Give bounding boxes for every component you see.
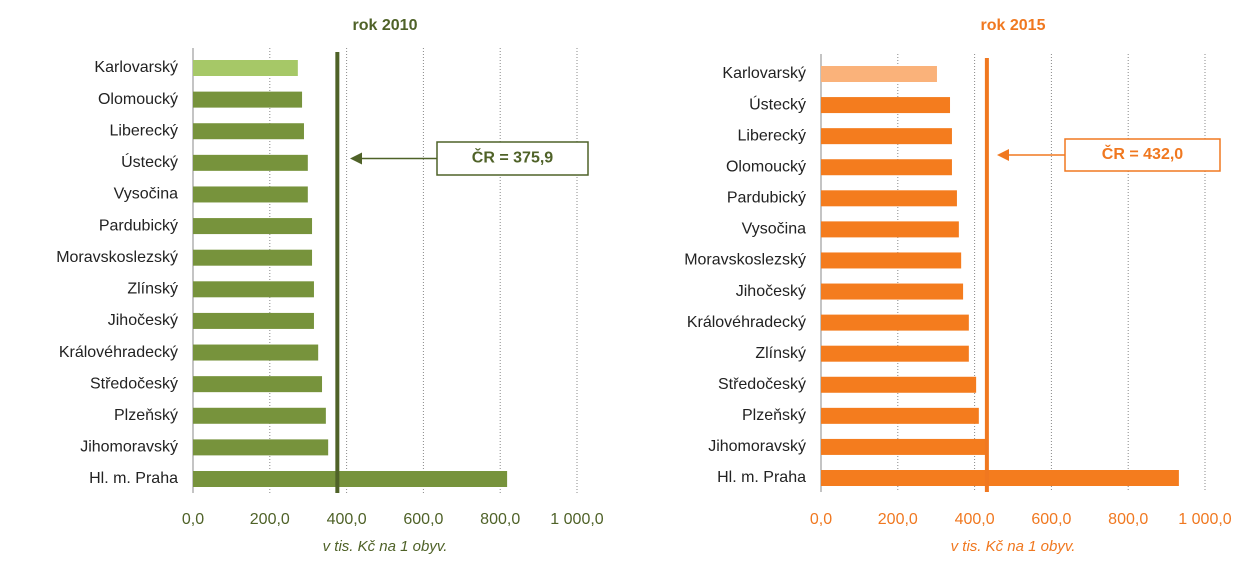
- category-label: Moravskoslezský: [56, 249, 178, 266]
- bar: [193, 249, 313, 266]
- bar: [821, 314, 969, 331]
- category-label: Liberecký: [110, 122, 178, 139]
- x-tick-label: 1 000,0: [1178, 511, 1231, 528]
- bar: [821, 376, 977, 393]
- bar: [193, 407, 326, 424]
- bar: [193, 471, 508, 487]
- bar: [193, 154, 308, 171]
- x-tick-label: 800,0: [480, 511, 520, 528]
- bar: [821, 128, 952, 145]
- x-axis-label: v tis. Kč na 1 obyv.: [951, 538, 1076, 555]
- bar: [821, 159, 952, 176]
- category-label: Vysočina: [742, 221, 806, 238]
- bar: [821, 470, 1179, 486]
- x-axis-label: v tis. Kč na 1 obyv.: [323, 538, 448, 555]
- x-tick-label: 0,0: [182, 511, 204, 528]
- chart-title: rok 2015: [981, 17, 1046, 34]
- category-label: Liberecký: [738, 127, 806, 144]
- bar: [821, 190, 957, 207]
- category-label: Olomoucký: [726, 158, 806, 175]
- x-tick-label: 0,0: [810, 511, 832, 528]
- category-label: Zlínský: [755, 345, 806, 362]
- arrow-head: [350, 152, 362, 165]
- bar: [821, 345, 969, 362]
- bar: [193, 439, 329, 456]
- category-label: Hl. m. Praha: [89, 470, 178, 487]
- bar: [193, 186, 308, 203]
- category-label: Olomoucký: [98, 91, 178, 108]
- category-label: Jihočeský: [108, 312, 178, 329]
- bar: [193, 344, 319, 361]
- annotation: ČR = 432,0: [1102, 144, 1183, 163]
- category-label: Karlovarský: [94, 59, 178, 76]
- bar: [821, 438, 989, 455]
- category-label: Pardubický: [99, 217, 178, 234]
- annotation-box: [1064, 138, 1221, 172]
- bar: [193, 376, 323, 393]
- category-label: Ústecký: [121, 152, 178, 171]
- category-label: Jihomoravský: [80, 439, 178, 456]
- category-label: Ústecký: [749, 94, 806, 113]
- category-label: Královéhradecký: [687, 314, 806, 331]
- bar: [193, 123, 304, 140]
- x-tick-label: 400,0: [955, 511, 995, 528]
- bar: [821, 252, 962, 269]
- annotation: ČR = 375,9: [472, 148, 553, 167]
- category-label: Karlovarský: [722, 65, 806, 82]
- arrow-head: [997, 149, 1009, 161]
- x-tick-label: 600,0: [1031, 511, 1071, 528]
- bar: [821, 97, 951, 114]
- category-label: Plzeňský: [742, 407, 806, 424]
- x-tick-label: 800,0: [1108, 511, 1148, 528]
- x-tick-label: 400,0: [327, 511, 367, 528]
- x-tick-label: 200,0: [878, 511, 918, 528]
- category-label: Jihočeský: [736, 283, 806, 300]
- chart-title: rok 2010: [353, 17, 418, 34]
- bar: [193, 281, 314, 298]
- x-tick-label: 1 000,0: [550, 511, 603, 528]
- x-tick-label: 600,0: [403, 511, 443, 528]
- bar: [193, 60, 298, 76]
- category-label: Moravskoslezský: [684, 252, 806, 269]
- category-label: Královéhradecký: [59, 344, 178, 361]
- category-label: Pardubický: [727, 190, 806, 207]
- category-label: Hl. m. Praha: [717, 469, 806, 486]
- bar: [193, 218, 313, 235]
- category-label: Plzeňský: [114, 407, 178, 424]
- bar: [193, 312, 314, 329]
- category-label: Zlínský: [127, 281, 178, 298]
- category-label: Jihomoravský: [708, 438, 806, 455]
- bar: [821, 407, 979, 424]
- annotation-box: [436, 141, 589, 176]
- bar: [821, 66, 937, 82]
- x-tick-label: 200,0: [250, 511, 290, 528]
- category-label: Vysočina: [114, 186, 178, 203]
- category-label: Středočeský: [718, 376, 806, 393]
- bar: [193, 91, 303, 108]
- bar: [821, 221, 959, 238]
- category-label: Středočeský: [90, 375, 178, 392]
- bar: [821, 283, 964, 300]
